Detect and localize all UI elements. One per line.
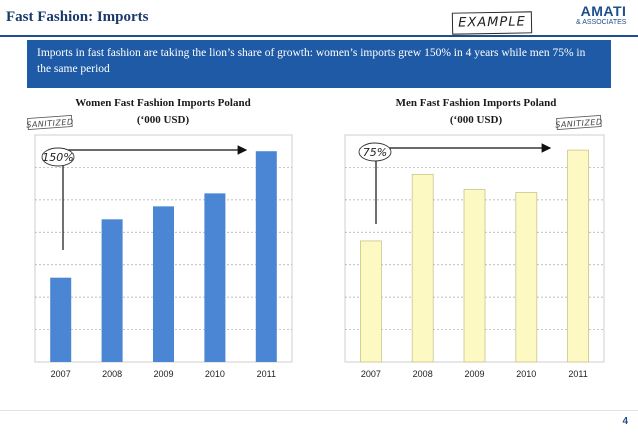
- men-growth-label: 75%: [363, 146, 387, 159]
- men-bar-2011: [567, 149, 589, 363]
- men-bar-2008: [411, 173, 434, 363]
- men-xtick-2010: 2010: [516, 369, 536, 379]
- page-number: 4: [622, 416, 628, 427]
- men-xtick-2008: 2008: [413, 369, 433, 379]
- women-xtick-2011: 2011: [257, 369, 276, 379]
- men-sanitized-text: SANITIZED: [555, 117, 603, 129]
- men-xtick-2011: 2011: [568, 369, 587, 379]
- women-growth-label: 150%: [42, 151, 73, 164]
- women-sanitized-stamp: SANITIZED: [26, 115, 74, 130]
- men-bar-2010: [515, 192, 538, 363]
- header-rule: [0, 35, 638, 37]
- men-chart-title: Men Fast Fashion Imports Poland: [396, 97, 557, 109]
- men-growth-circle: [358, 142, 392, 162]
- page-title: Fast Fashion: Imports: [6, 9, 149, 25]
- men-xtick-2007: 2007: [361, 369, 381, 379]
- women-xtick-2007: 2007: [51, 369, 71, 379]
- women-growth-circle: [41, 147, 75, 167]
- women-xtick-2010: 2010: [205, 369, 225, 379]
- footer-rule: [0, 410, 638, 411]
- women-xtick-2009: 2009: [153, 369, 173, 379]
- women-bar-2009: [153, 206, 174, 362]
- men-xtick-2009: 2009: [464, 369, 484, 379]
- logo-name: AMATI: [580, 3, 627, 19]
- women-sanitized-text: SANITIZED: [26, 117, 74, 129]
- women-bar-2011: [255, 151, 277, 362]
- men-chart-subtitle: (‘000 USD): [450, 114, 503, 126]
- men-bar-2007: [359, 240, 382, 363]
- men-sanitized-stamp: SANITIZED: [555, 115, 603, 130]
- women-sanitized-box: [27, 115, 73, 130]
- women-chart-subtitle: (‘000 USD): [137, 114, 190, 126]
- key-message-banner: Imports in fast fashion are taking the l…: [27, 40, 611, 88]
- men-bar-2009: [463, 189, 486, 363]
- women-bar-2008: [101, 219, 123, 362]
- women-bar-2010: [204, 193, 226, 362]
- logo-subtitle: & ASSOCIATES: [576, 19, 627, 26]
- men-sanitized-box: [556, 115, 602, 130]
- women-bar-2007: [50, 277, 72, 362]
- women-chart-title: Women Fast Fashion Imports Poland: [75, 97, 250, 109]
- women-xtick-2008: 2008: [102, 369, 122, 379]
- company-logo: AMATI & ASSOCIATES: [576, 4, 626, 27]
